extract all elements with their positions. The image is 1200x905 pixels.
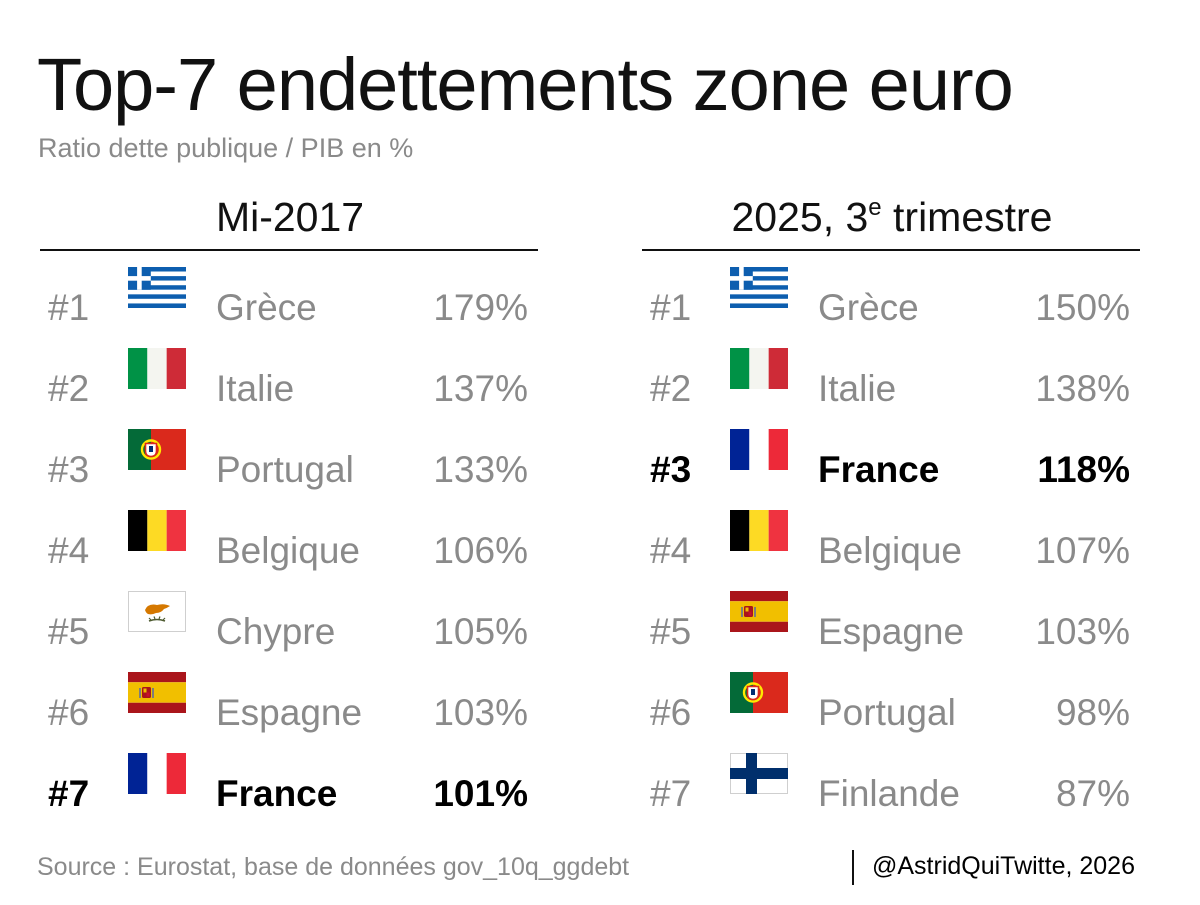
- debt-ratio-value: 101%: [433, 773, 528, 814]
- panel-period-suffix: trimestre: [881, 194, 1053, 240]
- debt-ratio-value: 98%: [1055, 692, 1130, 733]
- france-flag-icon: [128, 753, 186, 794]
- debt-ratio-value: 107%: [1035, 530, 1130, 571]
- panel-heading: 2025, 3e trimestre: [642, 190, 1142, 251]
- country-name: Portugal: [818, 692, 956, 733]
- country-name: Grèce: [216, 287, 317, 328]
- country-name: Finlande: [818, 773, 960, 814]
- rank-label: #7: [48, 773, 90, 814]
- rank-label: #4: [48, 530, 90, 571]
- ranking-row: #3 Portugal 133%: [40, 429, 540, 510]
- country-name: France: [818, 449, 940, 490]
- debt-ratio-value: 179%: [433, 287, 528, 328]
- ranking-row: #6 Portugal 98%: [642, 672, 1142, 753]
- debt-ratio-value: 137%: [433, 368, 528, 409]
- ranking-panel-2017: Mi-2017 #1 Grèce 179% #2 Italie 137% #3 Portuga…: [40, 190, 540, 820]
- author-credit: @AstridQuiTwitte, 2026: [872, 852, 1135, 880]
- panel-period-superscript: e: [868, 194, 882, 221]
- rank-label: #6: [48, 692, 90, 733]
- credit-divider: [852, 850, 854, 885]
- chart-subtitle: Ratio dette publique / PIB en %: [38, 133, 414, 163]
- country-name: Chypre: [216, 611, 336, 652]
- ranking-row: #2 Italie 137%: [40, 348, 540, 429]
- rank-label: #5: [650, 611, 692, 652]
- ranking-rows: #1 Grèce 150% #2 Italie 138% #3 France 118% #4 Bel…: [642, 267, 1142, 834]
- rank-label: #3: [650, 449, 692, 490]
- panel-divider: [642, 249, 1140, 251]
- ranking-row: #5 Chypre 105%: [40, 591, 540, 672]
- source-note: Source : Eurostat, base de données gov_1…: [37, 853, 630, 881]
- greece-flag-icon: [128, 267, 186, 308]
- ranking-row: #6 Espagne 103%: [40, 672, 540, 753]
- ranking-row: #1 Grèce 179%: [40, 267, 540, 348]
- country-name: Belgique: [818, 530, 963, 571]
- ranking-row: #7 Finlande 87%: [642, 753, 1142, 834]
- panel-heading: Mi-2017: [40, 190, 540, 244]
- country-name: Grèce: [818, 287, 919, 328]
- ranking-row: #2 Italie 138%: [642, 348, 1142, 429]
- rank-label: #1: [48, 287, 90, 328]
- panel-period: Mi-2017: [215, 194, 365, 240]
- country-name: Espagne: [216, 692, 363, 733]
- country-name: Espagne: [818, 611, 965, 652]
- portugal-flag-icon: [730, 672, 788, 713]
- panel-period: 2025, 3: [731, 194, 869, 240]
- belgium-flag-icon: [128, 510, 186, 551]
- rank-label: #3: [48, 449, 90, 490]
- debt-ratio-value: 138%: [1035, 368, 1130, 409]
- greece-flag-icon: [730, 267, 788, 308]
- debt-ratio-value: 105%: [433, 611, 528, 652]
- rank-label: #1: [650, 287, 692, 328]
- country-name: Italie: [818, 368, 897, 409]
- debt-ratio-value: 106%: [433, 530, 528, 571]
- ranking-row: #4 Belgique 107%: [642, 510, 1142, 591]
- rank-label: #2: [650, 368, 692, 409]
- rank-label: #2: [48, 368, 90, 409]
- debt-ratio-value: 103%: [1035, 611, 1130, 652]
- debt-ratio-value: 87%: [1055, 773, 1130, 814]
- ranking-row: #1 Grèce 150%: [642, 267, 1142, 348]
- country-name: Portugal: [216, 449, 354, 490]
- portugal-flag-icon: [128, 429, 186, 470]
- cyprus-flag-icon: [128, 591, 186, 632]
- ranking-row: #5 Espagne 103%: [642, 591, 1142, 672]
- country-name: France: [216, 773, 338, 814]
- italy-flag-icon: [730, 348, 788, 389]
- panel-divider: [40, 249, 538, 251]
- italy-flag-icon: [128, 348, 186, 389]
- spain-flag-icon: [730, 591, 788, 632]
- chart-title: Top-7 endettements zone euro: [37, 43, 1014, 126]
- debt-ratio-value: 118%: [1037, 449, 1130, 490]
- ranking-row: #3 France 118%: [642, 429, 1142, 510]
- spain-flag-icon: [128, 672, 186, 713]
- france-flag-icon: [730, 429, 788, 470]
- debt-ratio-value: 103%: [433, 692, 528, 733]
- rank-label: #6: [650, 692, 692, 733]
- debt-ratio-value: 133%: [433, 449, 528, 490]
- ranking-panel-2025: 2025, 3e trimestre #1 Grèce 150% #2 Italie 13…: [642, 190, 1142, 820]
- finland-flag-icon: [730, 753, 788, 794]
- rank-label: #7: [650, 773, 692, 814]
- ranking-row: #7 France 101%: [40, 753, 540, 834]
- rank-label: #4: [650, 530, 692, 571]
- country-name: Belgique: [216, 530, 361, 571]
- belgium-flag-icon: [730, 510, 788, 551]
- ranking-row: #4 Belgique 106%: [40, 510, 540, 591]
- debt-ratio-value: 150%: [1035, 287, 1130, 328]
- ranking-rows: #1 Grèce 179% #2 Italie 137% #3 Portugal 133% #4 B…: [40, 267, 540, 834]
- country-name: Italie: [216, 368, 295, 409]
- rank-label: #5: [48, 611, 90, 652]
